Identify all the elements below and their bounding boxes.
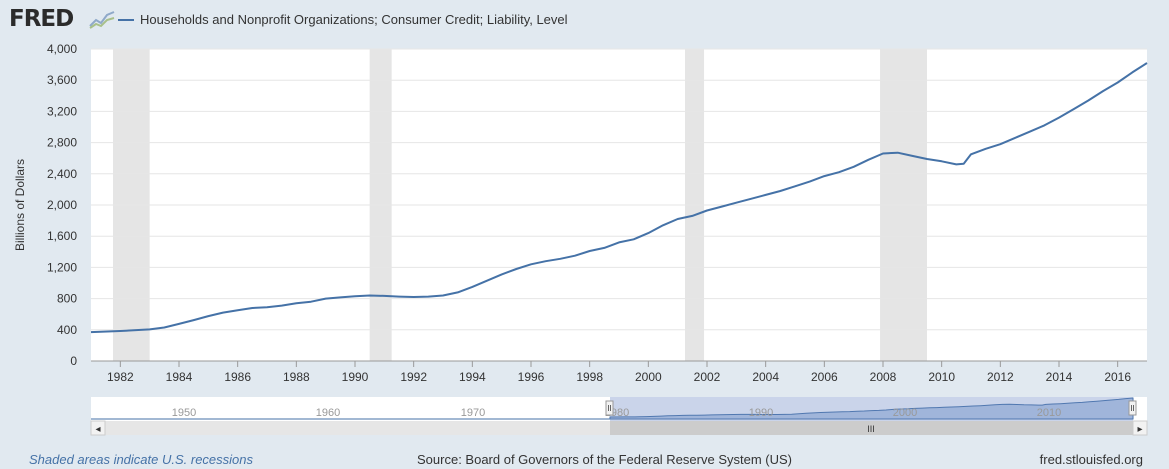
scrollbar-grip-icon: III (867, 424, 875, 434)
y-tick-label: 1,200 (47, 260, 77, 274)
navigator-tick-label: 1960 (316, 407, 340, 419)
x-tick-label: 1982 (107, 370, 134, 384)
navigator-series-area (91, 397, 1134, 420)
grid-lines (91, 48, 1147, 362)
line-chart: 0 400 800 1,200 1,600 2,000 2,400 2,800 3,200 3,6… (13, 42, 1148, 436)
legend-label: Households and Nonprofit Organizations; … (140, 12, 568, 27)
scroll-left-arrow-icon: ◂ (95, 424, 100, 435)
x-tick-label: 1984 (166, 370, 193, 384)
chart-header: FRED Households and Nonprofit Organizati… (0, 0, 1169, 40)
scrollbar-right-button[interactable] (1132, 420, 1148, 436)
x-tick-label: 2008 (870, 370, 897, 384)
chart-legend[interactable]: Households and Nonprofit Organizations; … (118, 12, 568, 27)
navigator-selection[interactable] (610, 397, 1133, 421)
x-axis-ticks: 1982 1984 1986 1988 1990 1992 1994 1996 1998 2000… (107, 361, 1131, 384)
y-tick-label: 2,800 (47, 136, 77, 150)
y-tick-label: 3,200 (47, 104, 77, 118)
x-tick-label: 1998 (576, 370, 603, 384)
series-line-0 (90, 62, 1148, 334)
x-tick-label: 2016 (1104, 370, 1131, 384)
navigator-ticks: 1950 1960 1970 1980 1990 2000 2010 (172, 407, 1061, 419)
x-tick-label: 1990 (342, 370, 369, 384)
y-tick-label: 800 (57, 292, 77, 306)
site-link[interactable]: fred.stlouisfed.org (1039, 452, 1143, 467)
series-layer (90, 62, 1148, 334)
scrollbar-left-button[interactable] (90, 420, 106, 436)
y-tick-label: 4,000 (47, 42, 77, 56)
navigator-tick-label: 2010 (1037, 407, 1061, 419)
y-tick-label: 2,400 (47, 167, 77, 181)
scroll-right-arrow-icon: ▸ (1137, 424, 1142, 435)
y-tick-label: 0 (70, 354, 77, 368)
navigator-right-handle[interactable] (1128, 400, 1137, 416)
y-axis-label: Billions of Dollars (13, 159, 27, 251)
x-tick-label: 1996 (518, 370, 545, 384)
x-tick-label: 1992 (400, 370, 427, 384)
x-tick-label: 2000 (635, 370, 662, 384)
navigator-tick-label: 2000 (893, 407, 917, 419)
x-tick-label: 1986 (224, 370, 251, 384)
source-text: Source: Board of Governors of the Federa… (417, 452, 792, 467)
y-tick-label: 2,000 (47, 198, 77, 212)
x-tick-label: 1988 (283, 370, 310, 384)
navigator-tick-label: 1950 (172, 407, 196, 419)
navigator[interactable]: 1950 1960 1970 1980 1990 2000 2010 ◂ III ▸ (90, 397, 1148, 436)
navigator-tick-label: 1990 (749, 407, 773, 419)
x-tick-label: 2014 (1046, 370, 1073, 384)
x-tick-label: 1994 (459, 370, 486, 384)
navigator-tick-label: 1970 (461, 407, 485, 419)
y-tick-label: 3,600 (47, 73, 77, 87)
x-tick-label: 2012 (987, 370, 1014, 384)
x-tick-label: 2004 (752, 370, 779, 384)
y-tick-label: 1,600 (47, 229, 77, 243)
y-tick-label: 400 (57, 323, 77, 337)
x-tick-label: 2010 (928, 370, 955, 384)
x-tick-label: 2006 (811, 370, 838, 384)
navigator-left-handle[interactable] (605, 400, 614, 416)
x-tick-label: 2002 (694, 370, 721, 384)
scrollbar-thumb[interactable] (610, 421, 1133, 435)
y-axis-ticks: 0 400 800 1,200 1,600 2,000 2,400 2,800 3,200 3,6… (47, 42, 77, 368)
recession-note[interactable]: Shaded areas indicate U.S. recessions (29, 452, 254, 467)
legend-swatch (118, 18, 134, 21)
fred-logo-graph-icon (89, 9, 115, 29)
fred-logo[interactable]: FRED (9, 6, 74, 32)
